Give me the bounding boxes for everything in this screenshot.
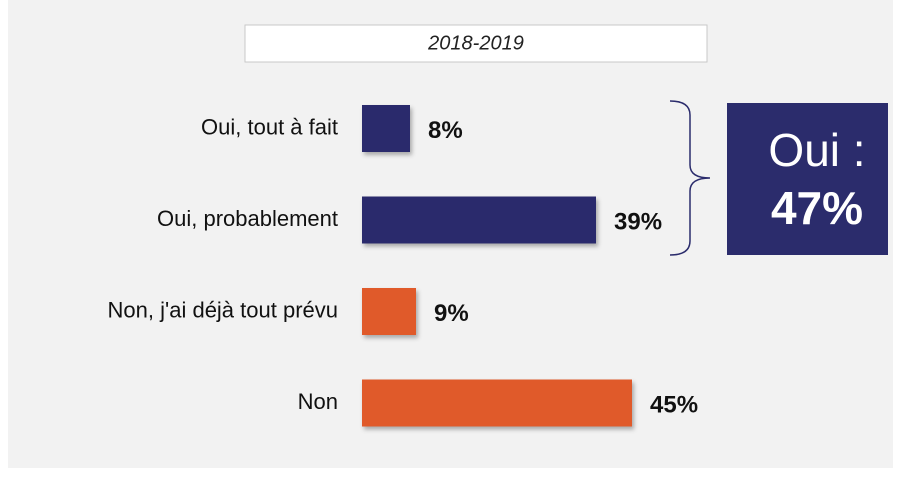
bar bbox=[362, 105, 410, 152]
bar bbox=[362, 196, 596, 244]
value-label: 39% bbox=[614, 208, 662, 235]
bracket bbox=[669, 100, 711, 256]
value-label: 45% bbox=[650, 391, 698, 418]
bar bbox=[362, 288, 416, 335]
subtitle: 2018-2019 bbox=[427, 32, 524, 54]
category-label: Non bbox=[298, 389, 338, 414]
category-label: Oui, tout à fait bbox=[201, 114, 338, 139]
category-label: Oui, probablement bbox=[157, 206, 338, 231]
annotation-box bbox=[727, 103, 888, 255]
subtitle-box bbox=[244, 24, 708, 63]
annotation-value: 47% bbox=[771, 182, 863, 234]
category-label: Non, j'ai déjà tout prévu bbox=[108, 297, 338, 322]
bar bbox=[362, 379, 632, 427]
annotation-label: Oui : bbox=[768, 124, 865, 176]
value-label: 9% bbox=[434, 300, 469, 327]
value-label: 8% bbox=[428, 117, 463, 144]
